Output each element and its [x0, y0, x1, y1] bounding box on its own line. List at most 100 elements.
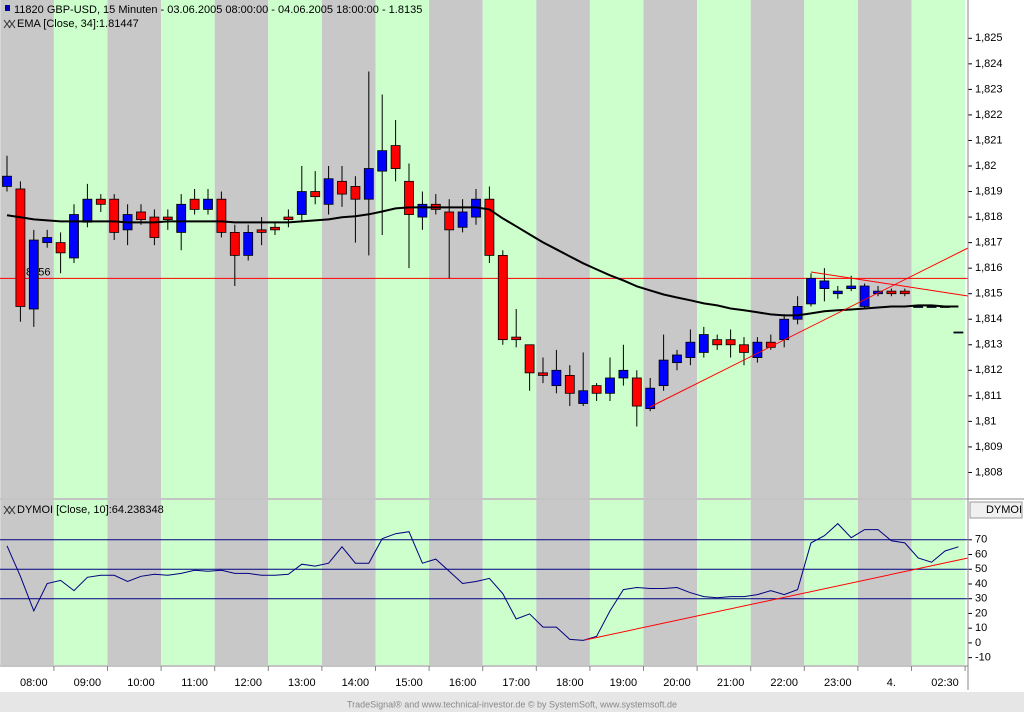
time-band — [214, 500, 269, 665]
time-band — [857, 0, 912, 498]
candle-body — [497, 254, 508, 341]
y-tick-label: 70 — [975, 534, 987, 546]
candle-body — [658, 359, 669, 387]
time-band — [161, 0, 215, 498]
candle-body — [270, 226, 280, 231]
candle-body — [792, 306, 803, 320]
x-tick-label: 12:00 — [234, 677, 262, 689]
time-band — [911, 0, 966, 498]
candle-body — [953, 331, 964, 334]
candle-body — [377, 150, 388, 172]
y-tick-label: 1,814 — [975, 313, 1003, 325]
candle-body — [685, 341, 696, 358]
time-band — [321, 500, 376, 665]
candle-body — [819, 280, 830, 289]
time-band — [107, 0, 162, 498]
plot-layer: 08:00 09:00 10:00 11:00 12:00 13:00 14:00 15:00… — [0, 32, 1003, 689]
y-tick-label: 1,81 — [975, 415, 996, 427]
x-tick-label: 21:00 — [717, 677, 745, 689]
y-tick-label: 1,821 — [975, 134, 1003, 146]
x-tick-label: 02:30 — [931, 677, 959, 689]
indicator-label-box — [969, 501, 1023, 519]
candle-body — [618, 369, 629, 379]
time-band — [375, 500, 430, 665]
candle-body — [310, 191, 321, 198]
time-band — [804, 500, 858, 665]
x-tick-label: 17:00 — [502, 677, 530, 689]
indicator-title: DYMOI [Close, 10]:64.238348 — [17, 504, 164, 516]
x-tick-label: 19:00 — [610, 677, 638, 689]
time-band — [0, 0, 54, 498]
time-band — [804, 0, 858, 498]
y-tick-label: 1,809 — [975, 441, 1003, 453]
time-band — [643, 0, 698, 498]
candle-body — [846, 285, 857, 289]
y-tick-label: 1,813 — [975, 339, 1003, 351]
candle-body — [739, 344, 749, 353]
candle-body — [28, 239, 39, 310]
y-tick-label: 10 — [975, 622, 987, 634]
y-tick-label: 1,812 — [975, 364, 1003, 376]
candle-body — [832, 290, 843, 295]
time-band — [643, 500, 698, 665]
candle-body — [323, 178, 334, 205]
y-tick-label: 1,816 — [975, 262, 1003, 274]
candle-body — [69, 214, 79, 259]
y-tick-label: 1,819 — [975, 185, 1003, 197]
x-tick-label: 4. — [887, 677, 896, 689]
candle-body — [296, 191, 307, 215]
time-band — [268, 0, 322, 498]
trend-line — [584, 557, 969, 641]
y-tick-label: 0 — [975, 637, 981, 649]
candle-body — [203, 198, 213, 210]
y-tick-label: 1,824 — [975, 58, 1003, 70]
y-tick-label: 60 — [975, 548, 987, 560]
x-tick-label: 13:00 — [288, 677, 316, 689]
candle-body — [2, 175, 12, 187]
candle-body — [363, 168, 374, 200]
candle-body — [82, 198, 93, 223]
x-tick-label: 18:00 — [556, 677, 584, 689]
y-tick-label: 1,815 — [975, 288, 1003, 300]
candle-body — [350, 186, 361, 200]
x-tick-label: 09:00 — [74, 677, 102, 689]
candle-body — [162, 216, 173, 221]
time-band — [321, 0, 376, 498]
time-band — [429, 500, 483, 665]
candle-body — [859, 285, 870, 307]
candle-body — [591, 385, 602, 394]
candle-body — [55, 242, 66, 254]
y-tick-label: 1,82 — [975, 160, 996, 172]
x-tick-label: 11:00 — [181, 677, 208, 689]
time-band — [268, 500, 322, 665]
candle-body — [444, 211, 455, 231]
candle-body — [109, 198, 120, 233]
indicator-name: DYMOI — [986, 504, 1022, 516]
time-band — [697, 0, 751, 498]
candle-body — [42, 237, 53, 244]
y-tick-label: 1,808 — [975, 466, 1003, 478]
candle-body — [725, 339, 736, 346]
y-tick-label: 50 — [975, 563, 987, 575]
trend-line — [649, 247, 969, 408]
candle-body — [256, 229, 267, 233]
candle-body — [216, 198, 227, 233]
time-band — [697, 500, 751, 665]
time-band — [911, 500, 966, 665]
candle-body — [806, 277, 816, 305]
y-tick-label: -10 — [975, 652, 991, 664]
overlay-legend: EMA [Close, 34]:1.81447 — [17, 18, 139, 30]
candle-body — [243, 231, 254, 256]
time-band — [161, 500, 215, 665]
candle-body — [337, 180, 347, 195]
candle-body — [15, 188, 26, 307]
y-tick-label: 1,818 — [975, 211, 1003, 223]
symbol-icon — [5, 5, 10, 11]
candle-body — [712, 339, 723, 346]
candle-body — [457, 211, 468, 228]
candle-body — [926, 306, 937, 308]
candle-body — [149, 216, 160, 238]
candle-body — [886, 290, 897, 295]
candle-body — [176, 203, 187, 233]
ema-line — [6, 206, 959, 317]
